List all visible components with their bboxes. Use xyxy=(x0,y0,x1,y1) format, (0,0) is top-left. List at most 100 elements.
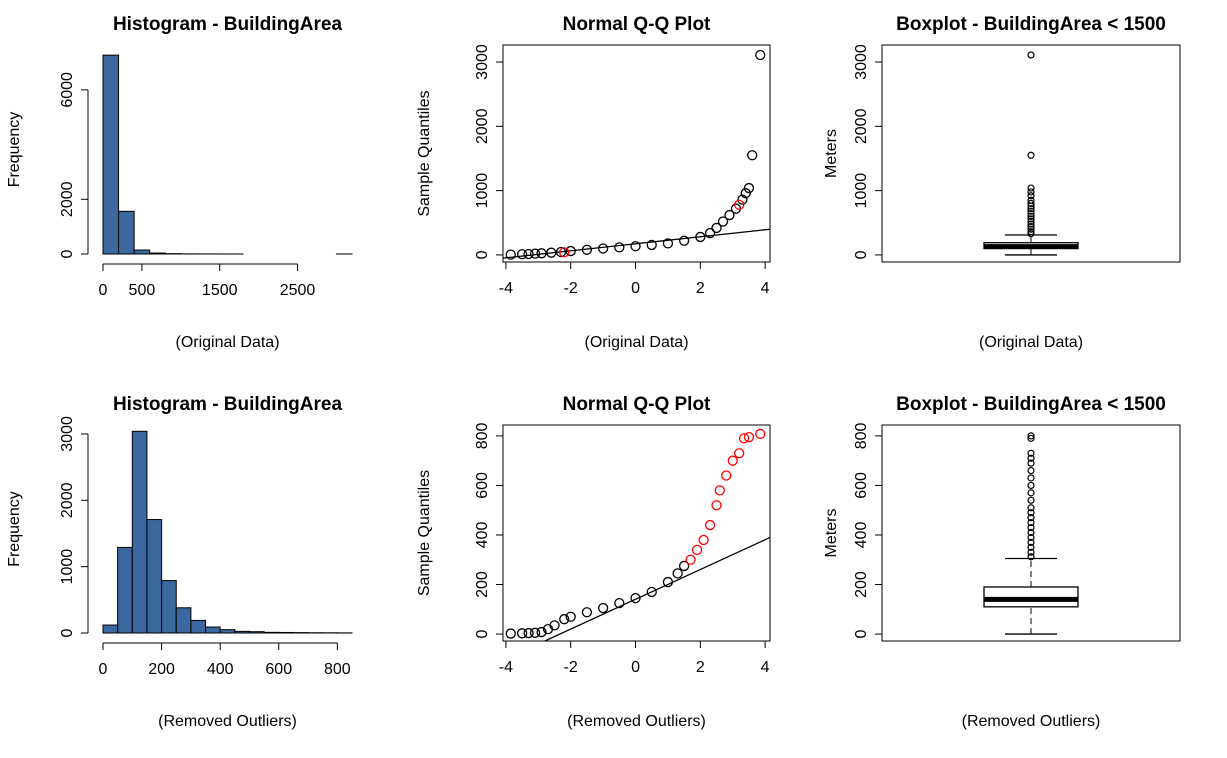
qq-point xyxy=(523,248,534,260)
histogram-bar xyxy=(278,631,294,634)
x-axis-label: (Original Data) xyxy=(584,334,688,351)
qq-point xyxy=(559,247,570,258)
qq-point xyxy=(523,627,534,639)
y-tick-label: 800 xyxy=(474,422,491,449)
histogram-bar xyxy=(190,619,207,634)
outlier xyxy=(1027,432,1035,440)
chart-title: Histogram - BuildingArea xyxy=(113,394,343,415)
qq-point xyxy=(724,209,735,221)
x-tick-label: 500 xyxy=(129,282,156,299)
x-tick-label: 2 xyxy=(696,659,705,676)
outlier xyxy=(1027,51,1035,59)
y-tick-label: 0 xyxy=(59,249,76,258)
x-tick-label: 0 xyxy=(631,280,640,297)
qq-point xyxy=(536,626,547,638)
outlier xyxy=(1027,496,1035,504)
outlier xyxy=(1027,225,1035,233)
chart-title: Normal Q-Q Plot xyxy=(563,394,711,415)
outlier xyxy=(1027,223,1035,231)
plot-frame xyxy=(502,44,771,263)
qq-point xyxy=(734,448,745,459)
y-tick-label: 1000 xyxy=(853,173,870,209)
y-tick-label: 400 xyxy=(853,522,870,549)
qq-point xyxy=(630,592,641,604)
qq-point xyxy=(597,602,609,614)
x-tick-label: 0 xyxy=(631,659,640,676)
histogram-bar xyxy=(133,249,151,255)
y-tick-label: 400 xyxy=(474,522,491,549)
histogram-bar xyxy=(175,607,192,634)
histogram-bar xyxy=(102,54,120,255)
y-axis-label: Meters xyxy=(823,509,840,558)
histogram-bar xyxy=(146,519,163,634)
qq-point xyxy=(549,620,560,631)
y-tick-label: 0 xyxy=(474,630,491,639)
outlier xyxy=(1027,215,1035,223)
outlier xyxy=(1027,196,1035,204)
qq-point xyxy=(597,243,609,254)
outlier xyxy=(1027,205,1035,213)
x-tick-label: 800 xyxy=(324,661,351,678)
y-axis-label: Sample Quantiles xyxy=(416,470,433,596)
qq-point xyxy=(529,248,541,259)
reference-line xyxy=(544,536,771,642)
x-axis-label: (Original Data) xyxy=(979,334,1083,351)
y-tick-label: 2000 xyxy=(59,181,76,217)
qq-point xyxy=(685,554,696,565)
y-tick-label: 6000 xyxy=(59,72,76,108)
qq-point xyxy=(711,222,722,234)
y-tick-label: 1000 xyxy=(59,549,76,585)
x-axis-label: (Removed Outliers) xyxy=(567,713,706,730)
histogram-bar xyxy=(102,624,119,634)
y-tick-label: 2000 xyxy=(853,108,870,144)
outlier xyxy=(1027,207,1035,215)
qq-point xyxy=(717,216,729,227)
histogram-bar xyxy=(161,580,177,634)
y-tick-label: 800 xyxy=(853,422,870,449)
qq-point xyxy=(662,238,674,249)
y-tick-label: 3000 xyxy=(474,44,491,80)
qq-point xyxy=(529,627,541,638)
outlier xyxy=(1027,199,1035,208)
qq-point xyxy=(516,628,528,639)
y-tick-label: 200 xyxy=(853,571,870,598)
histogram-bar xyxy=(248,631,265,634)
qq-point xyxy=(747,150,758,161)
outlier xyxy=(1027,217,1035,226)
outlier xyxy=(1027,509,1035,517)
outlier xyxy=(1027,459,1035,467)
histogram-bar xyxy=(219,629,236,634)
outlier xyxy=(1027,504,1035,512)
x-tick-label: 400 xyxy=(207,661,234,678)
outlier xyxy=(1027,184,1035,192)
chart-title: Normal Q-Q Plot xyxy=(563,14,711,35)
qq-point xyxy=(734,199,745,210)
qq-point xyxy=(727,455,738,466)
qq-point xyxy=(559,614,570,625)
histogram-bar xyxy=(149,252,166,255)
qq-point xyxy=(738,433,750,444)
y-axis-label: Frequency xyxy=(6,112,23,188)
qq-point xyxy=(714,485,725,496)
x-tick-label: 1500 xyxy=(202,282,238,299)
outlier xyxy=(1027,151,1035,159)
qq-point xyxy=(555,246,567,258)
outlier xyxy=(1027,466,1035,475)
qq-point xyxy=(646,239,657,251)
outlier xyxy=(1027,481,1035,490)
chart-title: Boxplot - BuildingArea < 1500 xyxy=(896,14,1166,35)
qq-point xyxy=(672,568,683,579)
outlier xyxy=(1027,523,1035,532)
y-tick-label: 0 xyxy=(853,630,870,639)
outlier xyxy=(1027,449,1035,457)
histogram-bar xyxy=(263,631,280,634)
y-tick-label: 3000 xyxy=(59,416,76,452)
chart-title: Histogram - BuildingArea xyxy=(113,14,343,35)
qq-point xyxy=(662,576,674,588)
qq-point xyxy=(691,544,703,555)
x-tick-label: -2 xyxy=(564,659,578,676)
outlier xyxy=(1027,538,1035,547)
x-tick-label: -2 xyxy=(564,280,578,297)
y-axis-label: Frequency xyxy=(6,491,23,567)
y-tick-label: 0 xyxy=(474,250,491,259)
